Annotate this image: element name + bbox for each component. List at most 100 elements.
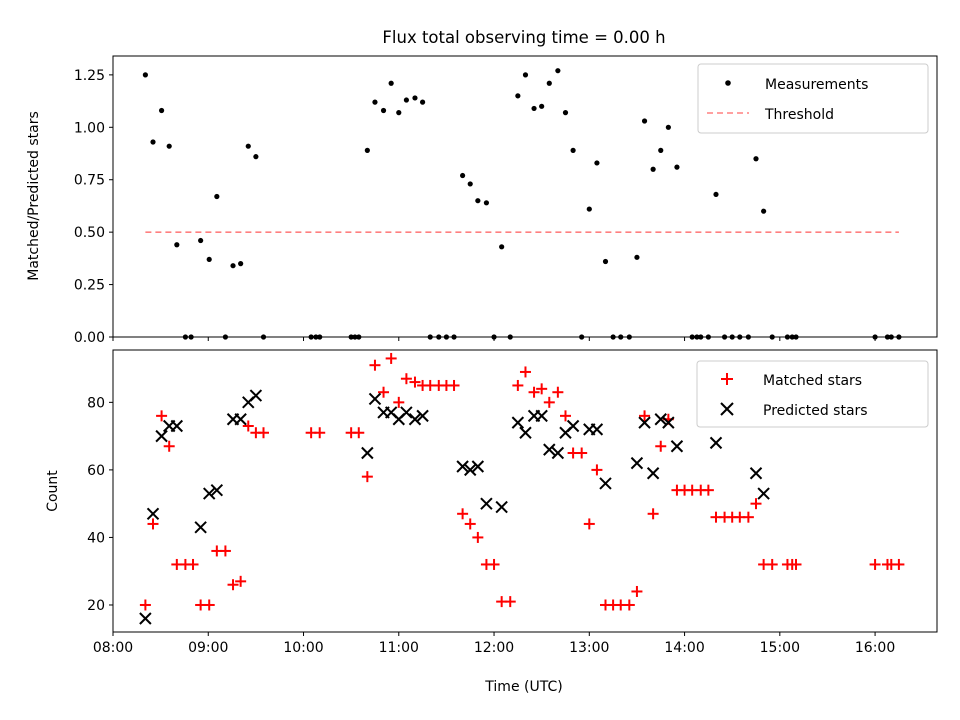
matched-star-point bbox=[742, 511, 754, 523]
measurement-point bbox=[467, 181, 473, 187]
measurement-point bbox=[214, 193, 220, 200]
predicted-star-point bbox=[749, 467, 763, 480]
measurement-point bbox=[206, 256, 212, 263]
measurement-point bbox=[658, 147, 664, 153]
measurement-point bbox=[475, 198, 481, 204]
matched-star-point bbox=[187, 558, 199, 570]
bottom-y-tick-label: 80 bbox=[87, 395, 105, 411]
matched-star-point bbox=[488, 558, 500, 570]
matched-star-point bbox=[750, 498, 762, 510]
x-axis-label: Time (UTC) bbox=[484, 679, 562, 695]
matched-star-point bbox=[591, 464, 603, 476]
matched-star-point bbox=[623, 599, 635, 611]
legend-marker-matched-stars bbox=[721, 373, 733, 385]
measurement-point bbox=[380, 107, 387, 114]
predicted-star-point bbox=[662, 416, 675, 429]
top-legend-box bbox=[697, 63, 929, 134]
matched-star-point bbox=[504, 596, 516, 608]
predicted-star-point bbox=[203, 487, 216, 500]
predicted-star-point bbox=[543, 443, 556, 456]
top-y-tick-label: 1.25 bbox=[74, 68, 105, 84]
matched-star-point bbox=[559, 410, 571, 422]
matched-star-point bbox=[156, 410, 168, 422]
matched-star-point bbox=[647, 508, 659, 520]
matched-star-point bbox=[464, 518, 476, 530]
measurement-point bbox=[515, 93, 521, 99]
measurement-point bbox=[158, 107, 165, 114]
top-y-tick-label: 1.00 bbox=[74, 120, 105, 136]
matched-star-point bbox=[258, 427, 270, 439]
predicted-star-point bbox=[757, 487, 770, 500]
measurement-point bbox=[174, 242, 180, 248]
legend-label-threshold: Threshold bbox=[764, 107, 834, 123]
measurement-point bbox=[460, 172, 466, 179]
predicted-star-point bbox=[519, 426, 532, 439]
matched-star-point bbox=[702, 484, 714, 496]
bottom-legend: Matched stars Predicted stars bbox=[696, 360, 929, 428]
matched-star-point bbox=[400, 373, 412, 385]
matched-star-point bbox=[385, 352, 397, 364]
matched-star-point bbox=[393, 396, 405, 408]
measurement-point bbox=[555, 68, 561, 74]
bottom-y-tick-label: 20 bbox=[87, 598, 105, 614]
measurement-point bbox=[372, 99, 378, 105]
predicted-star-point bbox=[249, 389, 263, 402]
x-tick-label: 14:00 bbox=[664, 640, 704, 656]
predicted-star-point bbox=[638, 416, 651, 429]
predicted-star-point bbox=[408, 413, 422, 426]
measurement-point bbox=[364, 147, 370, 153]
measurement-point bbox=[522, 72, 529, 78]
top-legend: Measurements Threshold bbox=[697, 63, 929, 134]
measurement-point bbox=[531, 105, 537, 112]
matched-star-point bbox=[219, 545, 231, 557]
predicted-star-point bbox=[170, 419, 184, 433]
measurement-point bbox=[641, 118, 648, 124]
matched-star-point bbox=[639, 410, 651, 422]
bottom-plot-frame bbox=[112, 349, 938, 633]
x-tick-label: 09:00 bbox=[188, 640, 228, 656]
legend-marker-measurements bbox=[725, 80, 731, 86]
predicted-star-point bbox=[654, 413, 667, 426]
matched-star-point bbox=[869, 558, 881, 570]
predicted-star-point bbox=[194, 521, 207, 534]
measurement-point bbox=[166, 143, 172, 149]
matched-star-point bbox=[235, 575, 247, 587]
matched-star-point bbox=[893, 558, 905, 570]
top-chart-title: Flux total observing time = 0.00 h bbox=[382, 28, 665, 47]
measurement-point bbox=[245, 143, 251, 149]
x-tick-label: 15:00 bbox=[760, 640, 800, 656]
matched-star-point bbox=[543, 396, 555, 408]
measurement-point bbox=[594, 160, 600, 166]
measurement-point bbox=[761, 208, 767, 214]
measurement-point bbox=[403, 97, 410, 103]
measurement-point bbox=[388, 80, 394, 86]
matched-star-point bbox=[448, 379, 460, 391]
predicted-star-point bbox=[361, 446, 374, 460]
x-tick-label: 10:00 bbox=[283, 640, 323, 656]
measurement-point bbox=[546, 80, 552, 86]
predicted-star-point bbox=[646, 467, 660, 480]
matched-star-point bbox=[203, 599, 215, 611]
measurement-point bbox=[602, 258, 609, 265]
top-plot-frame bbox=[112, 55, 938, 338]
predicted-star-point bbox=[599, 477, 612, 490]
measurement-point bbox=[412, 95, 418, 101]
x-tick-label: 13:00 bbox=[569, 640, 609, 656]
measurement-point bbox=[150, 139, 156, 145]
bottom-y-tick-label: 40 bbox=[87, 530, 105, 546]
measurement-point bbox=[713, 191, 719, 198]
measurement-point bbox=[665, 124, 671, 130]
bottom-y-axis-label: Count bbox=[45, 470, 61, 512]
predicted-star-point bbox=[400, 406, 413, 419]
bottom-plot-area: 20 40 60 80 08:00 09:00 10:00 11:00 12:00 13:00 14… bbox=[87, 352, 905, 656]
predicted-star-point bbox=[551, 446, 565, 460]
matched-star-point bbox=[361, 471, 373, 483]
x-tick-label: 16:00 bbox=[855, 640, 895, 656]
top-y-tick-label: 0.25 bbox=[74, 278, 105, 294]
matched-star-point bbox=[576, 447, 588, 459]
predicted-star-point bbox=[480, 497, 493, 510]
measurement-point bbox=[499, 244, 505, 250]
predicted-star-point bbox=[146, 507, 160, 521]
predicted-star-point bbox=[471, 460, 485, 473]
matched-star-point bbox=[472, 531, 484, 543]
